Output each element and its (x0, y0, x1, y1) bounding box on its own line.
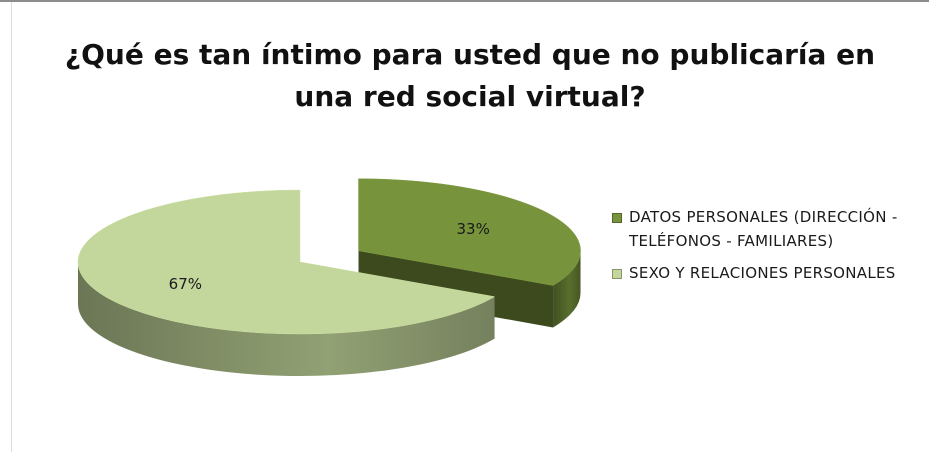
pie-slice-datos-personales: 33% (358, 178, 581, 328)
chart-title: ¿Qué es tan íntimo para usted que no pub… (64, 38, 876, 113)
pie-data-label-sexo-relaciones: 67% (169, 275, 202, 293)
pie-slice-top-sexo-relaciones (77, 189, 496, 335)
legend-label-datos-personales: DATOS PERSONALES (DIRECCIÓN - TELÉFONOS … (629, 208, 898, 250)
top-divider (0, 0, 929, 2)
pie-slice-rim-sexo-relaciones (78, 262, 495, 377)
left-border (11, 2, 12, 452)
legend-swatch-sexo-relaciones (612, 269, 622, 279)
legend-item-sexo-relaciones: SEXO Y RELACIONES PERSONALES (612, 261, 922, 285)
pie-slice-wall-datos-personales-1 (358, 250, 554, 328)
pie-slice-sexo-relaciones: 67% (77, 189, 496, 377)
chart-legend: DATOS PERSONALES (DIRECCIÓN - TELÉFONOS … (612, 205, 922, 293)
pie-data-label-datos-personales: 33% (457, 220, 490, 238)
pie-slice-rim-datos-personales (553, 250, 581, 328)
pie-slice-top-datos-personales (358, 178, 581, 286)
legend-item-datos-personales: DATOS PERSONALES (DIRECCIÓN - TELÉFONOS … (612, 205, 922, 253)
legend-swatch-datos-personales (612, 213, 622, 223)
legend-label-sexo-relaciones: SEXO Y RELACIONES PERSONALES (629, 264, 896, 282)
